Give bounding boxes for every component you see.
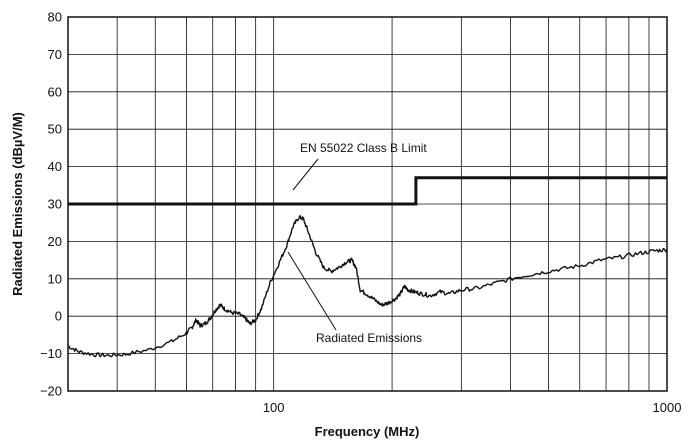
x-tick-labels: 100 1000 bbox=[263, 400, 682, 415]
y-axis-title: Radiated Emissions (dBµV/M) bbox=[10, 112, 25, 296]
y-tick-label: −10 bbox=[40, 346, 62, 361]
y-tick-label: 80 bbox=[48, 10, 62, 25]
y-tick-label: 30 bbox=[48, 197, 62, 212]
y-tick-label: 40 bbox=[48, 159, 62, 174]
y-tick-labels: −20 −10 0 10 20 30 40 50 60 70 80 bbox=[40, 10, 62, 399]
y-tick-label: 70 bbox=[48, 47, 62, 62]
y-tick-label: 10 bbox=[48, 271, 62, 286]
leader-line-limit bbox=[293, 159, 318, 190]
y-tick-label: 50 bbox=[48, 122, 62, 137]
x-tick-label: 100 bbox=[263, 400, 285, 415]
y-tick-label: 0 bbox=[55, 309, 62, 324]
x-axis-title: Frequency (MHz) bbox=[315, 424, 420, 439]
annotation-emissions: Radiated Emissions bbox=[316, 331, 422, 345]
x-tick-label: 1000 bbox=[653, 400, 682, 415]
series-line-limit bbox=[68, 178, 667, 204]
annotation-limit: EN 55022 Class B Limit bbox=[300, 141, 427, 155]
leader-line-emissions bbox=[288, 252, 336, 330]
y-tick-label: −20 bbox=[40, 384, 62, 399]
annotations: EN 55022 Class B Limit Radiated Emissions bbox=[288, 141, 427, 345]
y-tick-label: 60 bbox=[48, 84, 62, 99]
y-tick-label: 20 bbox=[48, 234, 62, 249]
series-layer bbox=[68, 178, 667, 357]
